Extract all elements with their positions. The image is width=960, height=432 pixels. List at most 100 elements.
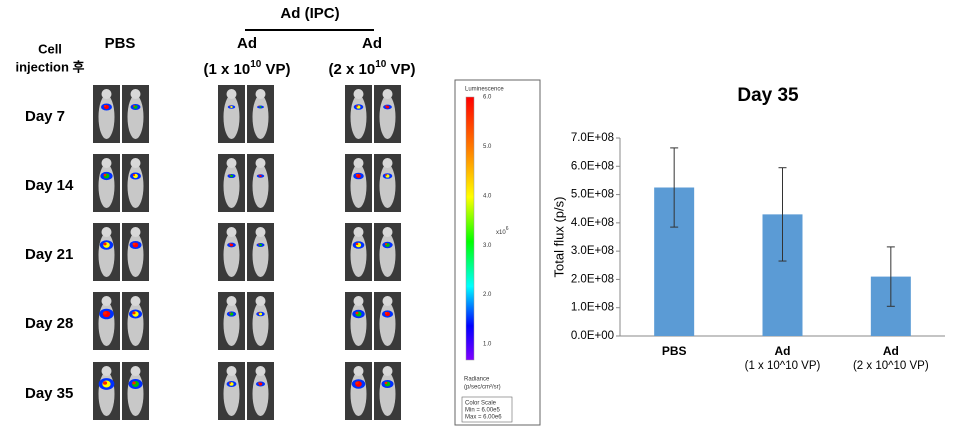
mouse-head xyxy=(382,366,393,376)
mouse-body xyxy=(252,164,269,208)
signal xyxy=(355,174,359,176)
mouse-body xyxy=(223,95,240,139)
y-tick-label: 5.0E+08 xyxy=(571,189,614,201)
mouse-head xyxy=(255,227,266,237)
day-label: Day 28 xyxy=(25,315,73,332)
signal xyxy=(229,243,231,245)
colorbar-multiplier: x106 xyxy=(496,226,509,235)
mouse-body xyxy=(223,233,240,277)
signal xyxy=(258,312,260,314)
mouse-body xyxy=(379,164,396,208)
multiplier-base: x10 xyxy=(496,230,506,236)
mouse-head xyxy=(101,296,112,306)
mouse-head xyxy=(353,296,364,306)
mouse-head xyxy=(101,227,112,237)
colorbar-tick-label: 2.0 xyxy=(483,292,492,298)
mouse-head xyxy=(130,366,141,376)
signal xyxy=(355,242,359,246)
x-tick-line: PBS xyxy=(662,344,687,358)
mouse-body xyxy=(350,372,367,416)
y-tick-label: 0.0E+00 xyxy=(571,330,614,342)
signal xyxy=(103,311,107,315)
mouse-body xyxy=(379,372,396,416)
mouse-body xyxy=(379,233,396,277)
mouse-head xyxy=(353,227,364,237)
mouse-head xyxy=(226,89,237,99)
mouse-body xyxy=(379,95,396,139)
mouse-head xyxy=(226,366,237,376)
dose-text: VP) xyxy=(261,61,290,78)
mouse-body xyxy=(350,302,367,346)
signal xyxy=(258,312,263,316)
colorbar-title: Luminescence xyxy=(465,87,504,93)
signal xyxy=(259,243,262,247)
signal xyxy=(132,311,136,315)
signal xyxy=(132,242,136,246)
y-tick-label: 3.0E+08 xyxy=(571,245,614,257)
colorbar-tick-label: 1.0 xyxy=(483,342,492,348)
signal xyxy=(258,174,260,176)
signal xyxy=(259,174,262,178)
signal xyxy=(229,312,231,314)
mouse-head xyxy=(255,366,266,376)
y-tick-label: 6.0E+08 xyxy=(571,160,614,172)
mouse-head xyxy=(130,89,141,99)
signal xyxy=(102,381,108,385)
signal xyxy=(230,174,233,178)
mouse-head xyxy=(255,296,266,306)
signal xyxy=(103,104,107,108)
mouse-head xyxy=(130,296,141,306)
signal xyxy=(258,243,260,245)
mouse-body xyxy=(98,233,115,277)
mouse-head xyxy=(226,296,237,306)
x-tick-line: (2 x 10^10 VP) xyxy=(853,360,929,372)
colorbar-tick-label: 4.0 xyxy=(483,193,492,199)
mouse-head xyxy=(101,89,112,99)
mouse-body xyxy=(252,372,269,416)
mouse-body xyxy=(98,302,115,346)
mouse-body xyxy=(127,302,144,346)
x-tick-line: Ad xyxy=(775,344,791,358)
signal xyxy=(103,173,107,177)
mouse-head xyxy=(226,227,237,237)
mouse-body xyxy=(379,302,396,346)
column-title: Ad xyxy=(362,35,382,52)
day-label: Day 7 xyxy=(25,108,65,125)
column-dose: (1 x 1010 VP) xyxy=(203,59,290,78)
x-tick-line: (1 x 10^10 VP) xyxy=(745,360,821,372)
mouse-body xyxy=(98,164,115,208)
mouse-body xyxy=(127,372,144,416)
row-header: injection 후 xyxy=(15,59,84,74)
signal xyxy=(384,311,388,315)
signal xyxy=(356,105,358,107)
colorbar xyxy=(465,96,475,361)
mouse-head xyxy=(353,89,364,99)
day-label: Day 21 xyxy=(25,246,73,263)
mouse-body xyxy=(98,95,115,139)
mouse-head xyxy=(255,158,266,168)
signal xyxy=(132,105,136,107)
day-label: Day 35 xyxy=(25,385,73,402)
mouse-head xyxy=(382,227,393,237)
mouse-head xyxy=(255,89,266,99)
mouse-head xyxy=(226,158,237,168)
signal xyxy=(258,382,260,384)
mouse-head xyxy=(382,296,393,306)
bar-chart: 0.0E+00 1.0E+08 2.0E+08 3.0E+08 4.0E+08 5.0E+… xyxy=(571,132,945,372)
scale-title: Color Scale xyxy=(465,401,497,407)
scale-max: Max = 6.00e6 xyxy=(465,415,502,421)
y-tick-label: 7.0E+08 xyxy=(571,132,614,144)
mouse-body xyxy=(127,164,144,208)
day-label: Day 14 xyxy=(25,177,74,194)
dose-text: (1 x 10 xyxy=(203,61,250,78)
unit: (p/sec/cm²/sr) xyxy=(464,385,501,391)
scale-box xyxy=(461,396,513,423)
row-header: Cell xyxy=(38,41,62,56)
multiplier-sup: 6 xyxy=(506,226,509,232)
unit-title: Radiance xyxy=(464,377,490,383)
signal xyxy=(355,381,359,385)
signal xyxy=(385,174,387,176)
y-tick-label: 2.0E+08 xyxy=(571,273,614,285)
colorbar-tick-label: 3.0 xyxy=(483,243,492,249)
column-title: Ad xyxy=(237,35,257,52)
